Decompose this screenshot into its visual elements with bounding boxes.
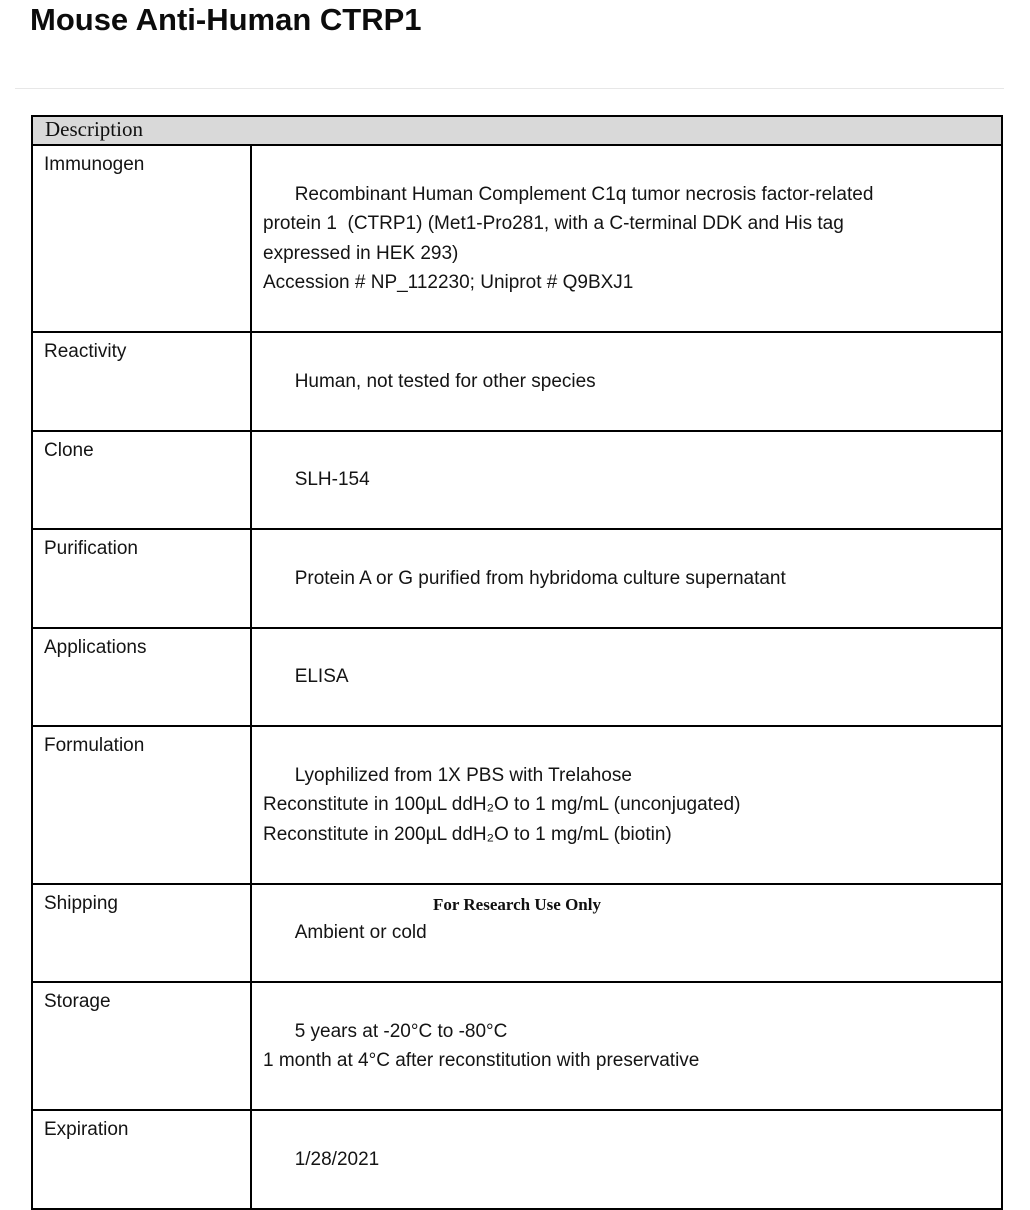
row-value: SLH-154 [250,429,1003,530]
table-row: Immunogen Recombinant Human Complement C… [31,144,1003,333]
row-label: Immunogen [31,144,252,333]
row-label-text: Formulation [44,735,145,756]
table-row: Clone SLH-154 [31,429,1003,530]
row-label-text: Clone [44,439,94,461]
row-label: Purification [31,528,252,629]
table-header-row: Description [31,115,1003,146]
page-title: Mouse Anti-Human CTRP1 [30,2,422,37]
row-value-text: Lyophilized from 1X PBS with Trelahose R… [263,764,741,845]
table-row: Purification Protein A or G purified fro… [31,528,1003,629]
row-value: Protein A or G purified from hybridoma c… [250,528,1003,629]
row-value-text: Human, not tested for other species [294,370,596,392]
row-value-text: Ambient or cold [294,922,427,943]
row-value: Human, not tested for other species [250,331,1003,432]
row-label: Applications [31,626,252,727]
table-body: Immunogen Recombinant Human Complement C… [31,144,1003,1210]
table-row: Storage 5 years at -20°C to -80°C 1 mont… [31,981,1003,1111]
row-label-text: Storage [44,991,111,1012]
table-row: Expiration 1/28/2021 [31,1109,1003,1210]
row-value-text: 1/28/2021 [294,1148,380,1170]
row-value: 5 years at -20°C to -80°C 1 month at 4°C… [250,981,1003,1111]
row-value-text: ELISA [294,666,349,687]
row-label-text: Purification [44,538,138,559]
table-row: Applications ELISA [31,626,1003,727]
description-table: Description Immunogen Recombinant Human … [31,115,1003,1210]
row-value-text: Recombinant Human Complement C1q tumor n… [263,183,874,294]
row-label: Formulation [31,725,252,885]
row-value: Lyophilized from 1X PBS with Trelahose R… [250,725,1003,885]
horizontal-divider [15,88,1004,89]
row-value: Recombinant Human Complement C1q tumor n… [250,144,1003,333]
table-header-description: Description [31,115,1003,146]
row-value-text: Protein A or G purified from hybridoma c… [294,567,786,589]
row-label: Storage [31,981,252,1111]
row-label-text: Immunogen [44,154,145,175]
row-value-text: 5 years at -20°C to -80°C 1 month at 4°C… [263,1020,700,1072]
row-label-text: Shipping [44,892,118,914]
footer-research-use-only: For Research Use Only [433,895,601,914]
row-label-text: Applications [44,636,147,658]
row-label-text: Expiration [44,1119,129,1140]
row-label: Reactivity [31,331,252,432]
row-value-text: SLH-154 [294,469,370,490]
table-row: Formulation Lyophilized from 1X PBS with… [31,725,1003,885]
row-value: ELISA [250,626,1003,727]
row-value: 1/28/2021 [250,1109,1003,1210]
row-label: Expiration [31,1109,252,1210]
row-label: Clone [31,429,252,530]
table-row: Reactivity Human, not tested for other s… [31,331,1003,432]
row-label-text: Reactivity [44,341,127,362]
